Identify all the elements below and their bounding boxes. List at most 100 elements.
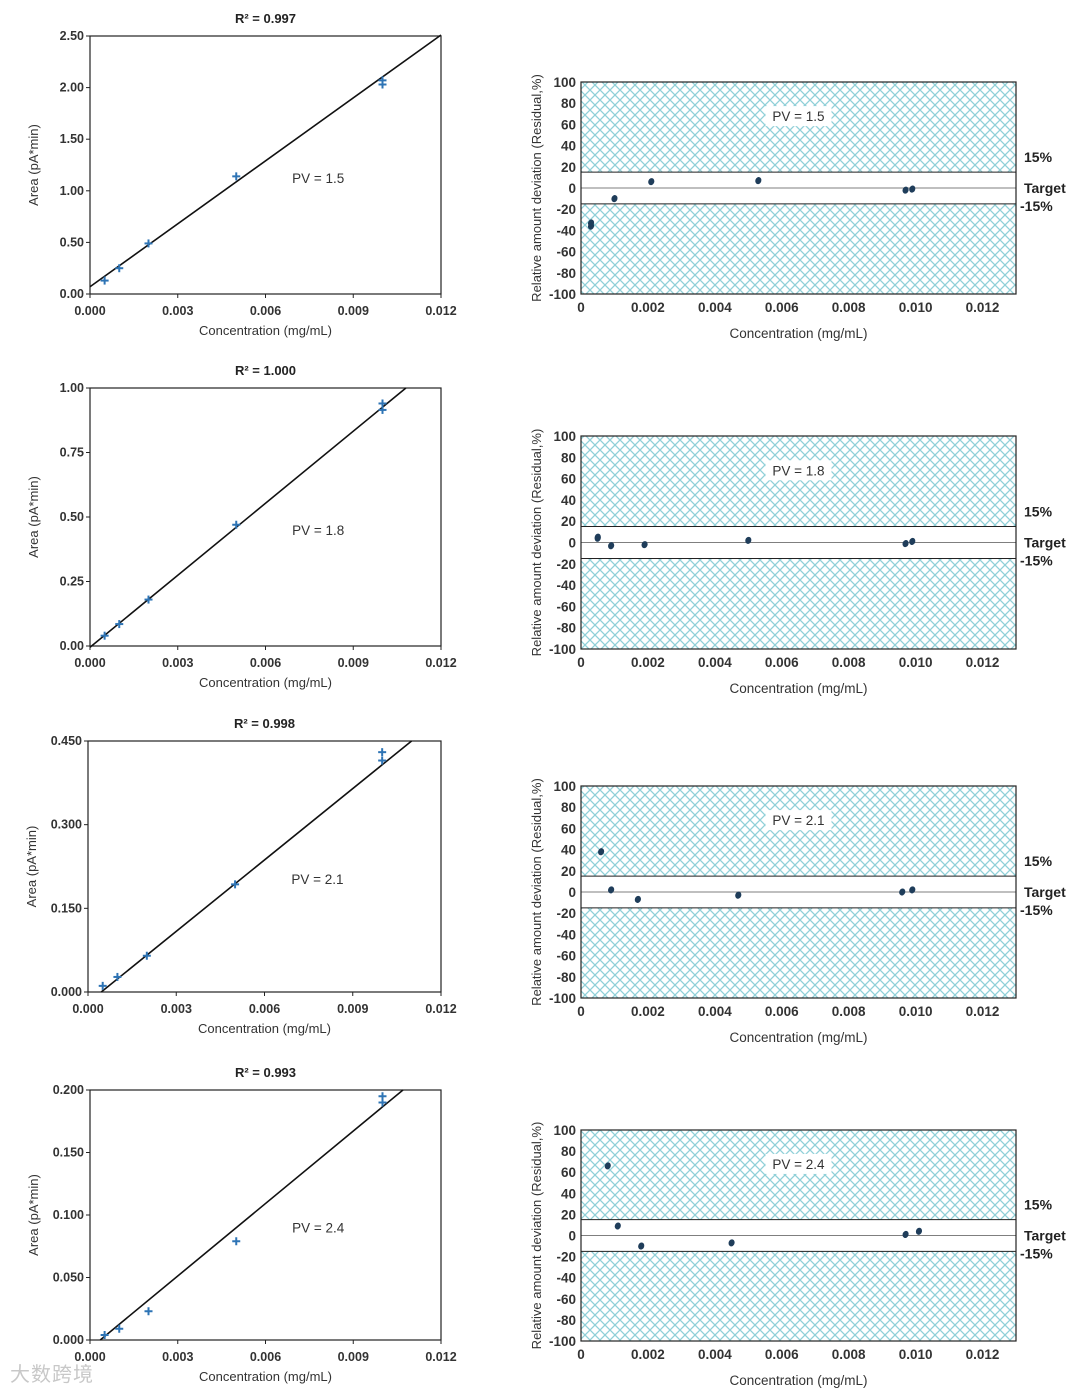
- y-tick-label: -20: [556, 202, 576, 217]
- x-axis-label: Concentration (mg/mL): [729, 1030, 867, 1045]
- x-tick-label: 0.009: [338, 656, 369, 670]
- data-point: [378, 748, 387, 757]
- x-tick-label: 0.010: [899, 1004, 933, 1019]
- pv-annotation: PV = 1.5: [772, 109, 824, 124]
- y-tick-label: 1.00: [60, 381, 84, 395]
- x-axis-label: Concentration (mg/mL): [729, 326, 867, 341]
- y-tick-label: -80: [556, 266, 576, 281]
- residual-point: [614, 1222, 621, 1230]
- x-tick-label: 0.006: [765, 300, 799, 315]
- x-tick-label: 0.006: [765, 1004, 799, 1019]
- y-tick-label: 20: [561, 1207, 576, 1222]
- y-tick-label: 40: [561, 493, 576, 508]
- data-point: [113, 972, 122, 981]
- y-tick-label: -40: [556, 578, 576, 593]
- watermark-text: 大数跨境: [10, 1362, 94, 1386]
- y-axis-label: Area (pA*min): [26, 476, 41, 558]
- x-axis-label: Concentration (mg/mL): [199, 1369, 332, 1384]
- lower-hatch-region: [581, 1251, 1016, 1341]
- residual-point: [902, 186, 909, 194]
- plot-frame: [580, 81, 1017, 295]
- y-tick-label: 0.100: [53, 1208, 84, 1222]
- y-tick-label: 60: [561, 821, 576, 836]
- lower-hatch-region: [581, 203, 1016, 294]
- data-point: [144, 239, 153, 248]
- data-point: [378, 1092, 387, 1101]
- upper-limit-label: 15%: [1024, 1197, 1053, 1213]
- x-tick-label: 0: [577, 300, 585, 315]
- data-point: [378, 76, 387, 85]
- x-tick-label: 0.008: [832, 1347, 866, 1362]
- lower-limit-label: -15%: [1020, 198, 1053, 214]
- y-tick-label: 0: [568, 181, 576, 196]
- upper-hatch-region: [581, 1130, 1016, 1220]
- y-tick-label: 60: [561, 1165, 576, 1180]
- x-tick-label: 0.003: [162, 656, 193, 670]
- x-tick-label: 0.008: [832, 655, 866, 670]
- x-tick-label: 0.006: [250, 304, 281, 318]
- x-tick-label: 0.009: [338, 1350, 369, 1364]
- residual-point: [648, 178, 655, 186]
- chart-title: R² = 1.000: [235, 363, 296, 378]
- data-point: [100, 631, 109, 640]
- y-tick-label: 0.50: [60, 510, 84, 524]
- x-tick-label: 0.009: [337, 1002, 368, 1016]
- y-tick-label: 80: [561, 450, 576, 465]
- lower-limit-label: -15%: [1020, 1245, 1053, 1261]
- residual-point: [594, 534, 601, 542]
- x-tick-label: 0.000: [74, 656, 105, 670]
- pv-annotation: PV = 1.8: [292, 523, 344, 538]
- y-tick-label: 0.150: [53, 1146, 84, 1160]
- pv-annotation: PV = 2.1: [291, 872, 343, 887]
- residual-point: [915, 1227, 923, 1235]
- y-tick-label: 40: [561, 1186, 576, 1201]
- y-tick-label: -20: [556, 557, 576, 572]
- residual-point: [604, 1162, 611, 1170]
- x-tick-label: 0.003: [162, 1350, 193, 1364]
- upper-limit-label: 15%: [1024, 504, 1053, 520]
- x-tick-label: 0.004: [698, 300, 732, 315]
- y-tick-label: -80: [556, 970, 576, 985]
- calibration-chart-2: R² = 1.000 0.00 0.25 0.50 0.75 1.00 0.000 0.003…: [26, 363, 457, 690]
- y-tick-label: 0.75: [60, 446, 84, 460]
- pv-annotation: PV = 2.4: [292, 1221, 345, 1236]
- x-axis-label: Concentration (mg/mL): [729, 1373, 867, 1388]
- plot-frame: [580, 1129, 1017, 1342]
- x-tick-label: 0.006: [765, 655, 799, 670]
- y-tick-label: 80: [561, 800, 576, 815]
- y-tick-label: 0.000: [51, 985, 82, 999]
- x-axis-label: Concentration (mg/mL): [199, 675, 332, 690]
- y-tick-label: 0.25: [60, 575, 84, 589]
- y-tick-label: -60: [556, 599, 576, 614]
- residual-point: [735, 891, 742, 899]
- x-tick-label: 0.010: [899, 1347, 933, 1362]
- x-tick-label: 0.000: [74, 1350, 105, 1364]
- pv-annotation: PV = 2.4: [772, 1157, 825, 1172]
- y-tick-label: 20: [561, 864, 576, 879]
- residual-point: [728, 1239, 735, 1247]
- data-point: [144, 595, 153, 604]
- y-tick-label: 0: [568, 536, 576, 551]
- y-tick-label: -100: [549, 991, 576, 1006]
- x-tick-label: 0.002: [631, 300, 665, 315]
- y-tick-label: 100: [553, 1123, 576, 1138]
- data-point: [115, 264, 124, 273]
- plot-frame: [89, 35, 442, 295]
- y-tick-label: 0.300: [51, 818, 82, 832]
- y-tick-label: 0.050: [53, 1271, 84, 1285]
- pv-annotation-bg: [765, 810, 832, 831]
- y-axis-label: Area (pA*min): [26, 1174, 41, 1256]
- y-axis-label: Relative amount deviation (Residual,%): [529, 74, 544, 302]
- chart-title: R² = 0.997: [235, 11, 296, 26]
- x-tick-label: 0.012: [966, 655, 1000, 670]
- upper-limit-label: 15%: [1024, 149, 1053, 165]
- lower-limit-label: -15%: [1020, 902, 1053, 918]
- x-tick-label: 0.000: [74, 304, 105, 318]
- y-tick-label: -100: [549, 642, 576, 657]
- pv-annotation-bg: [765, 460, 832, 481]
- fit-line: [89, 387, 407, 648]
- x-axis-label: Concentration (mg/mL): [198, 1021, 331, 1036]
